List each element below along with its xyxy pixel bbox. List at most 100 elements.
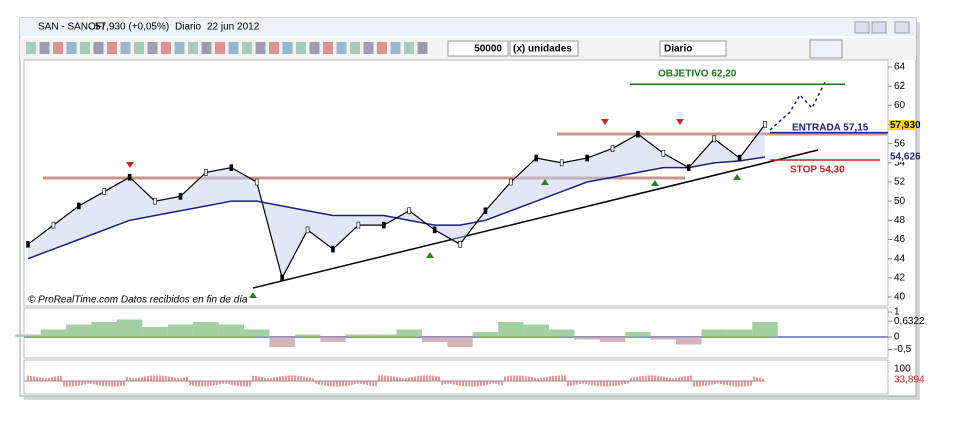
price-line xyxy=(27,124,766,280)
title-bar xyxy=(20,18,916,36)
tool-button[interactable] xyxy=(120,42,131,54)
candle xyxy=(102,188,107,195)
level-label: ENTRADA 57,15 xyxy=(792,123,869,134)
tool-button[interactable] xyxy=(323,42,333,54)
signal-arrow xyxy=(651,180,659,186)
tool-button[interactable] xyxy=(336,42,347,54)
y-tick-label: 40 xyxy=(894,292,906,303)
lower-panel xyxy=(23,359,889,395)
tool-button[interactable] xyxy=(390,42,401,54)
timeframe-select[interactable] xyxy=(659,40,727,57)
signal-arrow xyxy=(733,174,741,180)
tool-button[interactable] xyxy=(161,42,171,54)
tool-button[interactable] xyxy=(53,42,63,54)
tool-button[interactable] xyxy=(242,42,252,54)
y-tick-label: 46 xyxy=(894,234,906,245)
oscillator-bar xyxy=(66,324,92,337)
oscillator-bar xyxy=(650,337,677,340)
oscillator-bar xyxy=(574,337,600,340)
restore-button[interactable] xyxy=(871,21,887,34)
y-tick-label: 33,894 xyxy=(894,375,925,386)
candle xyxy=(356,221,361,229)
candle xyxy=(432,226,437,234)
candle xyxy=(254,178,259,186)
level-label: OBJETIVO 62,20 xyxy=(658,69,737,80)
unit-select[interactable] xyxy=(509,40,579,57)
timeframe-value: Diario xyxy=(664,44,692,55)
y-tick-label: 62 xyxy=(894,81,906,92)
window-title: SAN - SANOFI xyxy=(38,22,105,33)
projection xyxy=(769,81,826,131)
y-tick-label: -0,5 xyxy=(894,344,912,355)
signal-arrow xyxy=(676,119,684,125)
tool-button[interactable] xyxy=(134,42,144,54)
candle xyxy=(204,169,208,176)
tool-button[interactable] xyxy=(269,42,279,54)
candle xyxy=(305,226,310,234)
unit-value: (x) unidades xyxy=(513,44,572,55)
tool-button[interactable] xyxy=(93,42,104,54)
oscillator-bar xyxy=(548,329,575,337)
tool-button[interactable] xyxy=(404,42,414,54)
candle xyxy=(178,193,183,200)
oscillator-bar xyxy=(599,337,626,342)
y-tick-label: 42 xyxy=(894,272,906,283)
price-marker-label: 57,930 xyxy=(890,120,921,131)
level-label: STOP 54,30 xyxy=(790,165,845,176)
tool-button[interactable] xyxy=(350,42,360,54)
tool-button[interactable] xyxy=(147,42,158,54)
tool-button[interactable] xyxy=(255,42,266,54)
y-tick-label: 0,6322 xyxy=(894,316,925,327)
y-tick-label: 50 xyxy=(894,196,906,207)
trend-line xyxy=(252,149,819,289)
window-date: 22 jun 2012 xyxy=(207,22,260,33)
tool-button[interactable] xyxy=(174,42,185,54)
candle xyxy=(534,154,539,162)
y-tick-label: 48 xyxy=(894,215,906,226)
tool-button[interactable] xyxy=(282,42,293,54)
price-marker-label: 54,626 xyxy=(890,151,921,162)
tool-button[interactable] xyxy=(201,42,212,54)
candle xyxy=(127,173,132,181)
tool-button[interactable] xyxy=(363,42,374,54)
signal-arrow xyxy=(601,119,609,125)
tool-button[interactable] xyxy=(39,42,50,54)
signal-arrow xyxy=(249,292,257,298)
tool-button[interactable] xyxy=(215,42,225,54)
close-button[interactable] xyxy=(894,21,910,34)
candle xyxy=(483,207,488,215)
minimize-button[interactable] xyxy=(854,21,870,34)
candle xyxy=(559,159,564,167)
tool-button[interactable] xyxy=(188,42,198,54)
price-marker xyxy=(889,120,915,131)
chart-style-button[interactable] xyxy=(809,39,843,59)
oscillator-bar xyxy=(91,322,117,337)
tool-button[interactable] xyxy=(296,42,306,54)
oscillator-bar xyxy=(625,332,651,337)
y-tick-label: 44 xyxy=(894,253,906,264)
y-tick-label: 1 xyxy=(894,307,900,318)
oscillator-bar xyxy=(371,334,397,337)
y-tick-label: 0 xyxy=(894,332,900,343)
y-tick-label: 64 xyxy=(894,62,906,73)
oscillator-bar xyxy=(269,337,295,347)
tool-button[interactable] xyxy=(228,42,239,54)
tool-button[interactable] xyxy=(66,42,77,54)
tool-button[interactable] xyxy=(309,42,320,54)
candle xyxy=(763,121,767,128)
oscillator-bar xyxy=(447,337,473,347)
tool-button[interactable] xyxy=(417,42,428,54)
tool-button[interactable] xyxy=(80,42,90,54)
oscillator-bar xyxy=(345,334,372,337)
signal-arrow xyxy=(541,179,549,185)
tool-button[interactable] xyxy=(377,42,387,54)
quantity-input[interactable] xyxy=(447,40,509,57)
oscillator-bar xyxy=(498,322,524,337)
candle xyxy=(686,164,691,171)
y-tick-label: 56 xyxy=(894,138,906,149)
tool-button[interactable] xyxy=(26,42,36,54)
tool-button[interactable] xyxy=(107,42,117,54)
candle xyxy=(153,197,157,205)
candle xyxy=(51,221,56,229)
